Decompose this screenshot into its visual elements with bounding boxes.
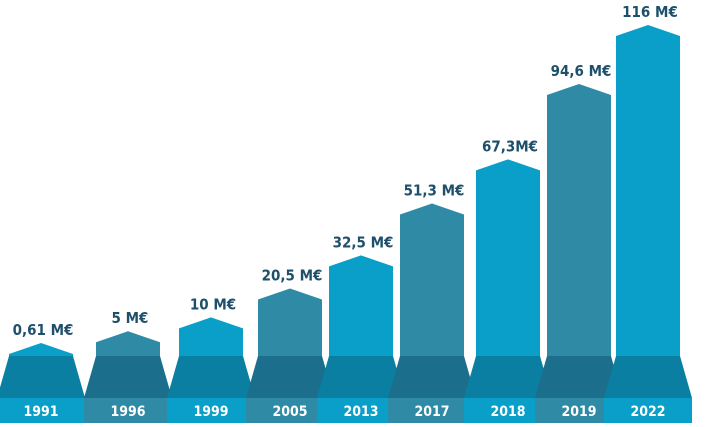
bar-2017 <box>400 203 464 356</box>
year-band-1996 <box>84 398 172 423</box>
year-label-1996: 1996 <box>110 404 145 420</box>
year-label-2017: 2017 <box>414 404 449 420</box>
value-label-2022: 116 M€ <box>622 3 678 21</box>
bar-2022 <box>616 25 680 356</box>
year-label-2018: 2018 <box>490 404 525 420</box>
value-label-1996: 5 M€ <box>112 309 149 327</box>
year-label-2013: 2013 <box>343 404 378 420</box>
bar-base-2005 <box>246 356 334 398</box>
bar-base-1991 <box>0 356 85 398</box>
year-band-2017 <box>388 398 476 423</box>
bar-base-2013 <box>317 356 405 398</box>
year-label-2005: 2005 <box>272 404 307 420</box>
value-label-1999: 10 M€ <box>190 295 236 313</box>
bar-1999 <box>179 317 243 356</box>
year-label-1999: 1999 <box>193 404 228 420</box>
bar-base-1999 <box>167 356 255 398</box>
year-label-2022: 2022 <box>630 404 665 420</box>
bases-group <box>0 356 692 398</box>
bar-base-1996 <box>84 356 172 398</box>
year-band-1999 <box>167 398 255 423</box>
year-label-1991: 1991 <box>23 404 58 420</box>
bars-group <box>9 25 680 356</box>
bar-base-2018 <box>464 356 552 398</box>
value-label-2013: 32,5 M€ <box>333 233 394 251</box>
bar-1996 <box>96 331 160 356</box>
value-labels-group: 0,61 M€ 5 M€ 10 M€ 20,5 M€ 32,5 M€ 51,3 M€ 67,… <box>13 3 678 339</box>
value-label-2005: 20,5 M€ <box>262 266 323 284</box>
bar-2013 <box>329 255 393 356</box>
value-label-2019: 94,6 M€ <box>551 62 612 80</box>
year-label-2019: 2019 <box>561 404 596 420</box>
year-band-2022 <box>604 398 692 423</box>
bar-base-2019 <box>535 356 623 398</box>
bar-2019 <box>547 84 611 356</box>
year-labels-group: 1991 1996 1999 2005 2013 2017 2018 2019 2022 <box>0 398 692 423</box>
value-label-2017: 51,3 M€ <box>404 181 465 199</box>
bar-1991 <box>9 343 73 356</box>
bar-2005 <box>258 288 322 356</box>
bar-base-2022 <box>604 356 692 398</box>
bar-base-2017 <box>388 356 476 398</box>
year-band-1991 <box>0 398 85 423</box>
value-label-1991: 0,61 M€ <box>13 321 74 339</box>
value-label-2018: 67,3M€ <box>482 137 538 155</box>
bar-2018 <box>476 159 540 356</box>
